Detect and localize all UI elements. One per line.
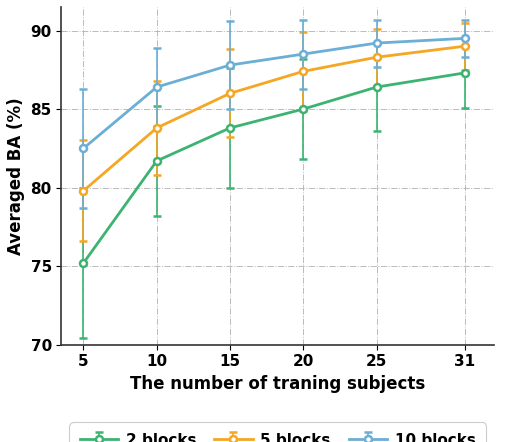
Y-axis label: Averaged BA (%): Averaged BA (%) xyxy=(7,97,25,255)
X-axis label: The number of traning subjects: The number of traning subjects xyxy=(130,375,425,393)
Legend: 2 blocks, 5 blocks, 10 blocks: 2 blocks, 5 blocks, 10 blocks xyxy=(74,427,482,442)
